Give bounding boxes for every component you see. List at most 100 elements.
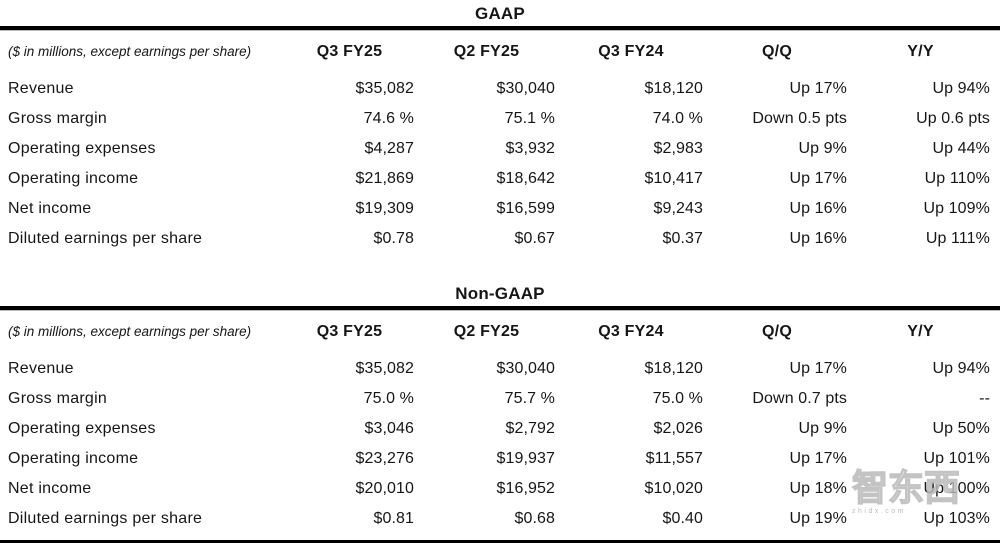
cell-value: 75.7 %	[504, 390, 555, 407]
cell-value: Up 19%	[789, 510, 847, 527]
table-row: Net income $19,309 $16,599 $9,243 Up 16% Up 1…	[8, 194, 992, 224]
cell-value: $30,040	[496, 360, 555, 377]
table-row: Gross margin 75.0 % 75.7 % 75.0 % Down 0.7 p…	[8, 384, 992, 414]
gaap-header-row: ($ in millions, except earnings per shar…	[8, 30, 992, 74]
cell-value: 75.0 %	[363, 390, 414, 407]
cell-value: Up 16%	[789, 230, 847, 247]
non-gaap-table: ($ in millions, except earnings per shar…	[8, 310, 992, 534]
column-header-q3fy25: Q3 FY25	[316, 43, 383, 60]
table-row: Operating expenses $4,287 $3,932 $2,983 Up 9…	[8, 134, 992, 164]
row-label: Operating income	[8, 450, 139, 467]
cell-value: Up 111%	[925, 230, 990, 247]
cell-value: Up 9%	[798, 140, 847, 157]
table-row: Gross margin 74.6 % 75.1 % 74.0 % Down 0.5 p…	[8, 104, 992, 134]
table-row: Revenue $35,082 $30,040 $18,120 Up 17% Up 94%	[8, 74, 992, 104]
cell-value: $2,026	[653, 420, 703, 437]
table-row: Diluted earnings per share $0.78 $0.67 $0.3…	[8, 224, 992, 254]
cell-value: 74.0 %	[652, 110, 703, 127]
cell-value: Up 17%	[789, 360, 847, 377]
cell-value: $2,983	[653, 140, 703, 157]
row-label: Operating income	[8, 170, 139, 187]
column-header-q3fy24: Q3 FY24	[598, 323, 664, 340]
column-header-q3fy24: Q3 FY24	[598, 43, 664, 60]
cell-value: Up 18%	[789, 480, 847, 497]
row-label: Diluted earnings per share	[8, 230, 203, 247]
column-header-yy: Y/Y	[907, 323, 934, 340]
cell-value: $35,082	[355, 360, 414, 377]
column-header-qq: Q/Q	[762, 323, 792, 340]
table-row: Net income $20,010 $16,952 $10,020 Up 18% Up …	[8, 474, 992, 504]
cell-value: Up 103%	[923, 510, 990, 527]
cell-value: $4,287	[364, 140, 414, 157]
cell-value: Up 94%	[932, 80, 990, 97]
row-label: Operating expenses	[8, 140, 156, 157]
bottom-rule	[0, 540, 1000, 543]
cell-value: $19,309	[355, 200, 414, 217]
cell-value: $2,792	[505, 420, 555, 437]
cell-value: $18,120	[644, 80, 703, 97]
gaap-table: ($ in millions, except earnings per shar…	[8, 30, 992, 254]
cell-value: Up 50%	[932, 420, 990, 437]
column-header-q2fy25: Q2 FY25	[453, 43, 520, 60]
cell-value: Up 9%	[798, 420, 847, 437]
row-label: Gross margin	[8, 390, 108, 407]
row-label: Gross margin	[8, 110, 108, 127]
non-gaap-top-rule	[0, 306, 1000, 310]
cell-value: Up 0.6 pts	[916, 110, 990, 127]
row-label: Net income	[8, 200, 92, 217]
row-label: Operating expenses	[8, 420, 156, 437]
column-header-qq: Q/Q	[762, 43, 792, 60]
cell-value: $18,120	[644, 360, 703, 377]
table-row: Operating income $21,869 $18,642 $10,417 Up …	[8, 164, 992, 194]
cell-value: $10,417	[644, 170, 703, 187]
cell-value: $3,932	[505, 140, 555, 157]
gaap-top-rule	[0, 26, 1000, 30]
row-label: Revenue	[8, 360, 74, 377]
cell-value: $10,020	[644, 480, 703, 497]
cell-value: $11,557	[645, 450, 703, 467]
cell-value: $16,952	[496, 480, 555, 497]
cell-value: Up 101%	[923, 450, 990, 467]
table-note: ($ in millions, except earnings per shar…	[8, 44, 252, 60]
cell-value: $3,046	[364, 420, 414, 437]
cell-value: $0.67	[514, 230, 555, 247]
table-row: Revenue $35,082 $30,040 $18,120 Up 17% Up 94%	[8, 354, 992, 384]
cell-value: $0.81	[373, 510, 414, 527]
row-label: Net income	[8, 480, 92, 497]
cell-value: Up 17%	[789, 450, 847, 467]
table-note: ($ in millions, except earnings per shar…	[8, 324, 252, 340]
cell-value: $23,276	[355, 450, 414, 467]
non-gaap-section-title: Non-GAAP	[455, 284, 545, 303]
cell-value: $20,010	[355, 480, 414, 497]
cell-value: Down 0.7 pts	[752, 390, 847, 407]
cell-value: Up 44%	[932, 140, 990, 157]
cell-value: 74.6 %	[363, 110, 414, 127]
row-label: Revenue	[8, 80, 74, 97]
cell-value: Down 0.5 pts	[752, 110, 847, 127]
cell-value: $9,243	[653, 200, 703, 217]
cell-value: $0.37	[662, 230, 703, 247]
cell-value: --	[979, 390, 990, 407]
cell-value: $0.40	[662, 510, 703, 527]
cell-value: $19,937	[496, 450, 555, 467]
cell-value: Up 94%	[932, 360, 990, 377]
cell-value: Up 100%	[923, 480, 990, 497]
cell-value: $0.68	[514, 510, 555, 527]
cell-value: $35,082	[355, 80, 414, 97]
cell-value: Up 17%	[789, 170, 847, 187]
column-header-yy: Y/Y	[907, 43, 934, 60]
column-header-q3fy25: Q3 FY25	[316, 323, 383, 340]
cell-value: $18,642	[496, 170, 555, 187]
row-label: Diluted earnings per share	[8, 510, 203, 527]
non-gaap-header-row: ($ in millions, except earnings per shar…	[8, 310, 992, 354]
cell-value: $16,599	[496, 200, 555, 217]
cell-value: $30,040	[496, 80, 555, 97]
table-row: Operating income $23,276 $19,937 $11,557 Up …	[8, 444, 992, 474]
cell-value: Up 17%	[789, 80, 847, 97]
cell-value: $21,869	[355, 170, 414, 187]
cell-value: 75.1 %	[504, 110, 555, 127]
section-gap	[8, 254, 992, 282]
gaap-section-title: GAAP	[475, 4, 525, 23]
cell-value: 75.0 %	[652, 390, 703, 407]
table-row: Diluted earnings per share $0.81 $0.68 $0.4…	[8, 504, 992, 534]
